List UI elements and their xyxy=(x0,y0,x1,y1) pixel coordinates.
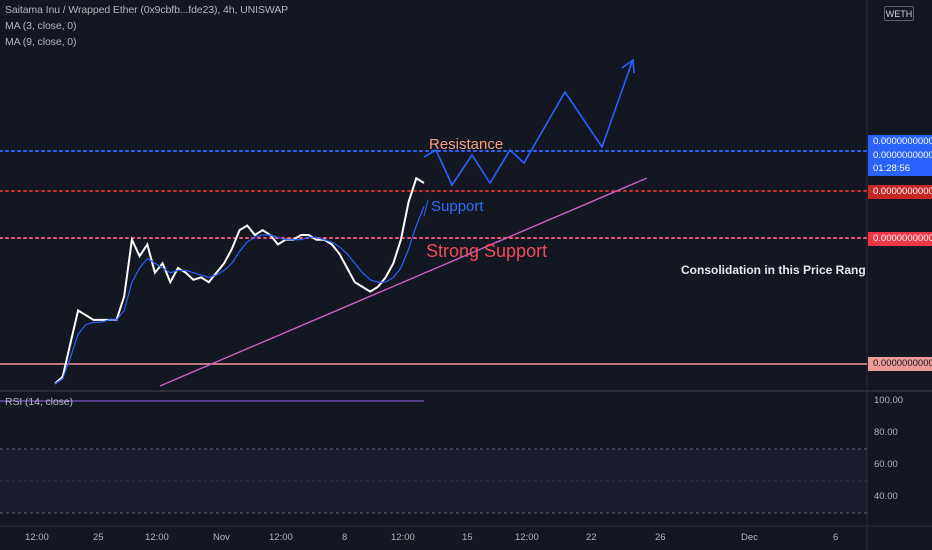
projection-arrowhead xyxy=(621,58,635,74)
rsi-tick-60: 60.00 xyxy=(874,459,898,470)
time-tick: 8 xyxy=(342,532,348,543)
rsi-tick-80: 80.00 xyxy=(874,427,898,438)
time-tick: 12:00 xyxy=(25,532,49,543)
price-tag-resistance: 0.0000000000 xyxy=(868,135,932,149)
resistance-label: Resistance xyxy=(429,136,504,153)
time-tick: 6 xyxy=(833,532,839,543)
support-label: Support xyxy=(431,198,484,215)
symbol-title: Saitama Inu / Wrapped Ether (0x9cbfb...f… xyxy=(5,4,289,16)
quote-currency-button[interactable]: WETH xyxy=(884,6,914,21)
price-tag-bottom: 0.0000000000 xyxy=(868,357,932,371)
trendline xyxy=(159,177,648,387)
price-tag-strong-support: 0.0000000000 xyxy=(868,232,932,246)
time-tick: Dec xyxy=(741,532,758,543)
time-tick: 15 xyxy=(462,532,473,543)
time-tick: 26 xyxy=(655,532,666,543)
time-tick: 12:00 xyxy=(391,532,415,543)
strong-support-label: Strong Support xyxy=(426,241,548,261)
price-tag-last-value: 0.0000000000 xyxy=(873,150,932,161)
time-tick: 25 xyxy=(93,532,104,543)
ma-9-legend[interactable]: MA (9, close, 0) xyxy=(5,36,77,48)
time-tick: 22 xyxy=(586,532,597,543)
ma-3-legend[interactable]: MA (3, close, 0) xyxy=(5,20,77,32)
time-tick: Nov xyxy=(213,532,230,543)
rsi-tick-100: 100.00 xyxy=(874,395,904,406)
candle-countdown: 01:28:56 xyxy=(873,163,910,174)
projection-path xyxy=(423,61,633,187)
time-tick: 12:00 xyxy=(269,532,293,543)
time-tick: 12:00 xyxy=(515,532,539,543)
series-layer xyxy=(54,176,425,385)
price-tag-last: 0.0000000000 01:28:56 xyxy=(868,149,932,176)
rsi-tick-40: 40.00 xyxy=(874,491,898,502)
rsi-title[interactable]: RSI (14, close) xyxy=(5,396,73,408)
support-pointer xyxy=(423,199,429,217)
ma-9-series-line[interactable] xyxy=(54,206,425,385)
price-tag-support: 0.0000000000 xyxy=(868,185,932,199)
consolidation-note: Consolidation in this Price Range is xyxy=(681,263,866,277)
time-tick: 12:00 xyxy=(145,532,169,543)
